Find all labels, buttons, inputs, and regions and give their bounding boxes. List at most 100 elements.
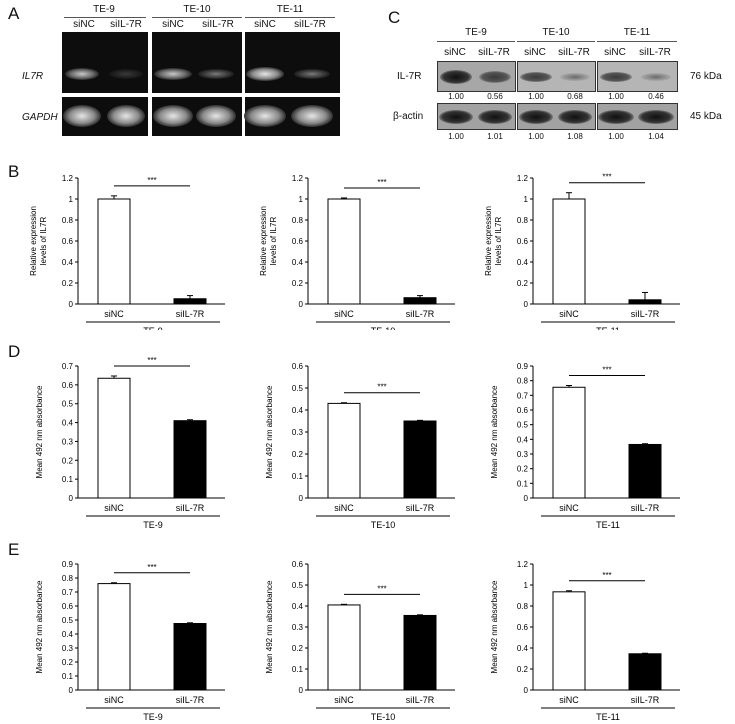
y-tick-label: 0.2 xyxy=(62,456,74,465)
y-axis-label: Mean 492 nm absorbance xyxy=(35,580,44,674)
y-tick-label: 0.2 xyxy=(517,465,529,474)
y-tick-label: 0.6 xyxy=(517,237,529,246)
bar-sinc xyxy=(327,402,361,499)
x-category-label: siIL-7R xyxy=(176,695,205,705)
lane-label: siIL-7R xyxy=(478,47,510,58)
y-tick-label: 0.4 xyxy=(517,435,529,444)
y-tick-label: 0.6 xyxy=(517,623,529,632)
bar-sinc xyxy=(327,604,361,691)
y-tick-label: 1 xyxy=(524,195,529,204)
x-category-label: siIL-7R xyxy=(631,503,660,513)
y-tick-label: 0.4 xyxy=(62,419,74,428)
y-axis-label: Mean 492 nm absorbance xyxy=(265,580,274,674)
y-tick-label: 0.6 xyxy=(292,237,304,246)
y-tick-label: 0.7 xyxy=(62,362,74,371)
y-tick-label: 0.3 xyxy=(517,450,529,459)
y-tick-label: 0.6 xyxy=(62,602,74,611)
y-tick-label: 0.4 xyxy=(517,258,529,267)
y-axis-label: Mean 492 nm absorbance xyxy=(490,385,499,479)
y-tick-label: 0.6 xyxy=(517,406,529,415)
lane-label: siIL-7R xyxy=(110,19,142,30)
y-tick-label: 0.1 xyxy=(517,479,529,488)
x-category-label: siNC xyxy=(559,695,579,705)
y-tick-label: 0 xyxy=(524,494,529,503)
y-tick-label: 0.1 xyxy=(62,672,74,681)
significance-label: *** xyxy=(147,563,156,572)
y-axis-label: Mean 492 nm absorbance xyxy=(265,385,274,479)
y-tick-label: 0.8 xyxy=(62,216,74,225)
y-tick-label: 0.3 xyxy=(292,623,304,632)
bar-sinc xyxy=(327,198,361,305)
y-tick-label: 0.4 xyxy=(292,258,304,267)
bar-siil-7r xyxy=(403,614,437,691)
wb-row-label-beta-actin: β-actin xyxy=(393,111,424,122)
bar-sinc xyxy=(97,198,131,305)
y-tick-label: 0 xyxy=(524,686,529,695)
x-category-label: siNC xyxy=(334,695,354,705)
cell-line-label: TE-9 xyxy=(143,520,163,530)
y-tick-label: 0.4 xyxy=(517,644,529,653)
y-tick-label: 0.8 xyxy=(292,216,304,225)
y-tick-label: 0 xyxy=(69,300,74,309)
y-tick-label: 0.7 xyxy=(517,391,529,400)
gel-row-label-gapdh: GAPDH xyxy=(22,112,58,123)
gel-line-te11 xyxy=(245,17,335,18)
y-axis-label: Mean 492 nm absorbance xyxy=(490,580,499,674)
bar-chart-e-te10: 0 0.1 0.2 0.3 0.4 0.5 0.6 siNC siIL-7R TE-10 *** Me… xyxy=(265,560,455,722)
y-tick-label: 0.5 xyxy=(292,581,304,590)
wb-quant-value: 0.56 xyxy=(487,92,503,101)
y-axis-label: levels of IL7R xyxy=(269,217,278,266)
wb-line-te11 xyxy=(597,41,677,42)
lane-label: siIL-7R xyxy=(294,19,326,30)
wb-quant-value: 1.00 xyxy=(608,132,624,141)
wb-quant-value: 1.04 xyxy=(648,132,664,141)
y-tick-label: 0 xyxy=(299,686,304,695)
y-axis-label: levels of IL7R xyxy=(494,217,503,266)
gel-line-te9 xyxy=(64,17,146,18)
bar-chart-e-te11: 0 0.2 0.4 0.6 0.8 1 1.2 siNC siIL-7R TE-11 *** Mean… xyxy=(490,560,680,722)
y-tick-label: 1.2 xyxy=(292,174,304,183)
lane-label: siIL-7R xyxy=(202,19,234,30)
x-category-label: siNC xyxy=(334,309,354,319)
y-tick-label: 0.9 xyxy=(62,560,74,569)
significance-label: *** xyxy=(377,178,386,187)
wb-quant-value: 1.00 xyxy=(448,132,464,141)
wb-title-te9: TE-9 xyxy=(465,27,487,38)
wb-quant-value: 1.01 xyxy=(487,132,503,141)
cell-line-label: TE-10 xyxy=(371,712,396,722)
lane-label: siNC xyxy=(524,47,546,58)
panel-letter-c: C xyxy=(388,8,401,27)
y-tick-label: 0 xyxy=(69,494,74,503)
lane-label: siIL-7R xyxy=(639,47,671,58)
lane-label: siNC xyxy=(444,47,466,58)
y-tick-label: 0.6 xyxy=(292,362,304,371)
y-tick-label: 0.6 xyxy=(292,560,304,569)
cell-line-label: TE-11 xyxy=(596,520,620,530)
x-category-label: siNC xyxy=(334,503,354,513)
cell-line-label: TE-9 xyxy=(143,712,163,722)
bar-chart-d-te10: 0 0.1 0.2 0.3 0.4 0.5 0.6 siNC siIL-7R TE-10 *** Me… xyxy=(265,362,455,530)
y-tick-label: 0.3 xyxy=(62,437,74,446)
x-category-label: siIL-7R xyxy=(406,695,435,705)
x-category-label: siNC xyxy=(559,503,579,513)
y-tick-label: 0.5 xyxy=(62,400,74,409)
y-tick-label: 0.2 xyxy=(517,279,529,288)
bar-sinc xyxy=(552,591,586,691)
lane-label: siNC xyxy=(254,19,276,30)
bar-siil-7r xyxy=(173,298,207,305)
y-tick-label: 0 xyxy=(69,686,74,695)
x-category-label: siIL-7R xyxy=(631,309,660,319)
wb-quant-value: 1.00 xyxy=(608,92,624,101)
bar-siil-7r xyxy=(628,653,662,691)
y-tick-label: 0.4 xyxy=(62,258,74,267)
y-tick-label: 0.3 xyxy=(292,428,304,437)
y-tick-label: 0.2 xyxy=(292,450,304,459)
significance-label: *** xyxy=(377,383,386,392)
y-tick-label: 0.6 xyxy=(62,237,74,246)
x-category-label: siNC xyxy=(104,309,124,319)
x-category-label: siIL-7R xyxy=(406,309,435,319)
y-tick-label: 0 xyxy=(299,494,304,503)
x-category-label: siIL-7R xyxy=(631,695,660,705)
bar-chart-d-te11: 0 0.1 0.2 0.3 0.4 0.5 0.6 0.7 0.8 0.9 siNC siIL-7R T… xyxy=(490,362,680,530)
significance-label: *** xyxy=(602,173,611,182)
